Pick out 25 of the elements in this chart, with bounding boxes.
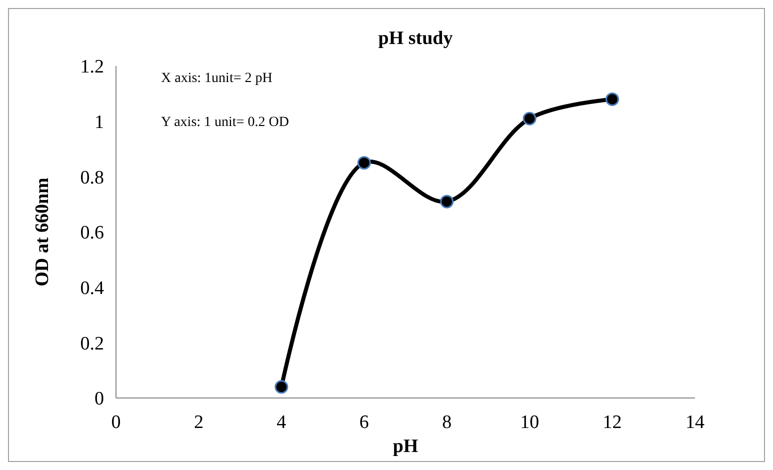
y-tick-label: 1.2	[80, 56, 104, 78]
point	[357, 156, 371, 170]
y-tick-label: 0	[94, 388, 104, 410]
y-tick-label: 1	[94, 112, 104, 133]
x-tick-label: 8	[442, 412, 452, 433]
point	[522, 112, 536, 126]
y-tick-label: 0.4	[80, 278, 104, 299]
x-tick-label: 10	[520, 412, 540, 433]
point	[274, 380, 288, 394]
annotation: X axis: 1unit= 2 pH	[161, 71, 272, 86]
point	[440, 194, 454, 208]
y-axis-title: OD at 660nm	[32, 177, 53, 286]
x-axis-title: pH	[392, 436, 418, 457]
chart-title: pH study	[378, 28, 454, 49]
x-tick-label: 12	[602, 412, 622, 433]
annotation: Y axis: 1 unit= 0.2 OD	[161, 115, 289, 130]
x-tick-label: 6	[359, 412, 369, 433]
x-tick-label: 0	[111, 412, 121, 433]
x-tick-label: 2	[194, 412, 204, 433]
y-tick-label: 0.2	[80, 333, 104, 354]
y-tick-label: 0.8	[80, 167, 104, 188]
point	[606, 92, 620, 106]
x-tick-label: 4	[276, 412, 287, 433]
x-tick-label: 14	[686, 412, 705, 433]
y-tick-label: 0.6	[80, 222, 104, 244]
